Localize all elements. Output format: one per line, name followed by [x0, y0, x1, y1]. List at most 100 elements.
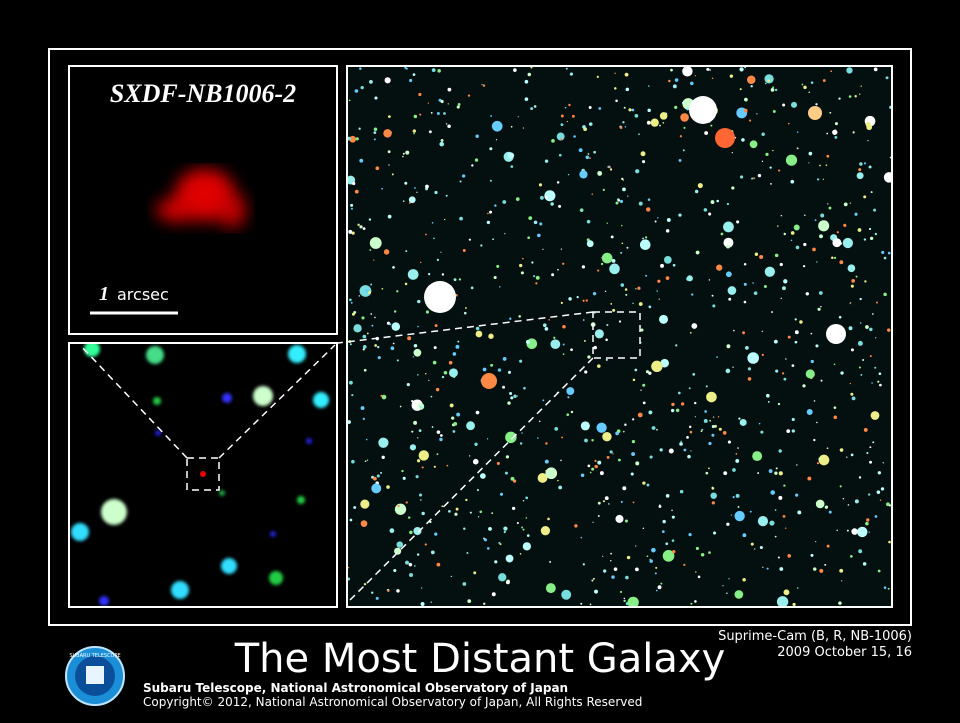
star	[640, 389, 642, 391]
star	[665, 494, 670, 498]
star	[686, 435, 689, 439]
star	[847, 504, 850, 506]
star	[689, 430, 693, 434]
star	[781, 372, 785, 375]
star	[791, 364, 795, 367]
star	[507, 152, 515, 159]
star	[874, 515, 878, 518]
star	[691, 293, 694, 296]
star	[542, 248, 544, 250]
star	[795, 245, 800, 250]
star	[642, 481, 646, 485]
star	[783, 484, 786, 487]
star	[366, 459, 369, 461]
star	[380, 471, 383, 474]
star	[858, 168, 862, 172]
star	[387, 589, 390, 592]
star	[545, 583, 556, 594]
star	[826, 154, 830, 158]
star	[406, 383, 410, 387]
star	[810, 553, 814, 557]
star	[488, 527, 492, 531]
star	[475, 410, 480, 415]
star	[649, 558, 651, 560]
star	[611, 575, 615, 579]
star	[671, 402, 675, 407]
star	[558, 204, 562, 208]
star	[759, 254, 764, 260]
star	[816, 462, 819, 465]
star	[672, 84, 677, 89]
star	[592, 577, 595, 580]
star	[791, 417, 795, 422]
star	[625, 293, 628, 296]
star	[675, 408, 680, 413]
star	[864, 280, 867, 283]
star	[849, 202, 852, 204]
star	[777, 225, 779, 227]
star	[736, 220, 740, 224]
star	[71, 523, 89, 541]
star	[606, 222, 608, 224]
star	[391, 173, 394, 176]
star	[417, 325, 419, 328]
star	[654, 572, 657, 575]
star	[538, 183, 543, 187]
star	[729, 74, 734, 78]
star	[466, 552, 469, 554]
star	[703, 208, 708, 212]
star	[794, 340, 798, 344]
star	[619, 126, 623, 129]
star	[522, 127, 525, 129]
star	[638, 201, 643, 206]
star	[868, 531, 870, 533]
star	[824, 505, 829, 509]
star	[405, 150, 410, 155]
star	[850, 555, 853, 558]
star	[491, 120, 503, 132]
star	[746, 75, 756, 84]
star	[519, 263, 523, 268]
star	[440, 434, 443, 437]
star	[591, 193, 594, 195]
star	[413, 565, 416, 567]
star	[866, 451, 869, 455]
star	[778, 169, 781, 172]
star	[413, 420, 418, 425]
star	[680, 113, 689, 122]
star	[352, 181, 356, 186]
star	[796, 131, 799, 133]
star	[756, 113, 758, 115]
star	[857, 526, 868, 538]
star	[801, 83, 804, 86]
star	[803, 242, 807, 247]
star	[700, 553, 705, 557]
star	[523, 386, 526, 390]
star	[624, 72, 629, 77]
star	[584, 370, 588, 374]
star	[393, 310, 397, 313]
star	[808, 91, 811, 94]
star	[635, 169, 640, 174]
star	[694, 416, 697, 418]
star	[657, 585, 662, 590]
instrument: Suprime-Cam (B, R, NB-1006)	[718, 629, 912, 644]
star	[505, 554, 514, 563]
star	[535, 275, 540, 280]
star	[566, 387, 575, 396]
star	[678, 159, 682, 162]
star	[690, 602, 693, 605]
star	[269, 571, 283, 585]
star	[666, 218, 671, 222]
star	[475, 134, 479, 138]
inset-title: SXDF-NB1006-2	[110, 79, 296, 108]
star	[754, 252, 759, 256]
star	[829, 111, 832, 114]
star	[221, 558, 237, 574]
star	[482, 84, 486, 87]
star	[465, 307, 467, 309]
star	[632, 501, 635, 504]
star	[659, 112, 668, 120]
star	[349, 135, 357, 143]
star	[794, 318, 797, 321]
